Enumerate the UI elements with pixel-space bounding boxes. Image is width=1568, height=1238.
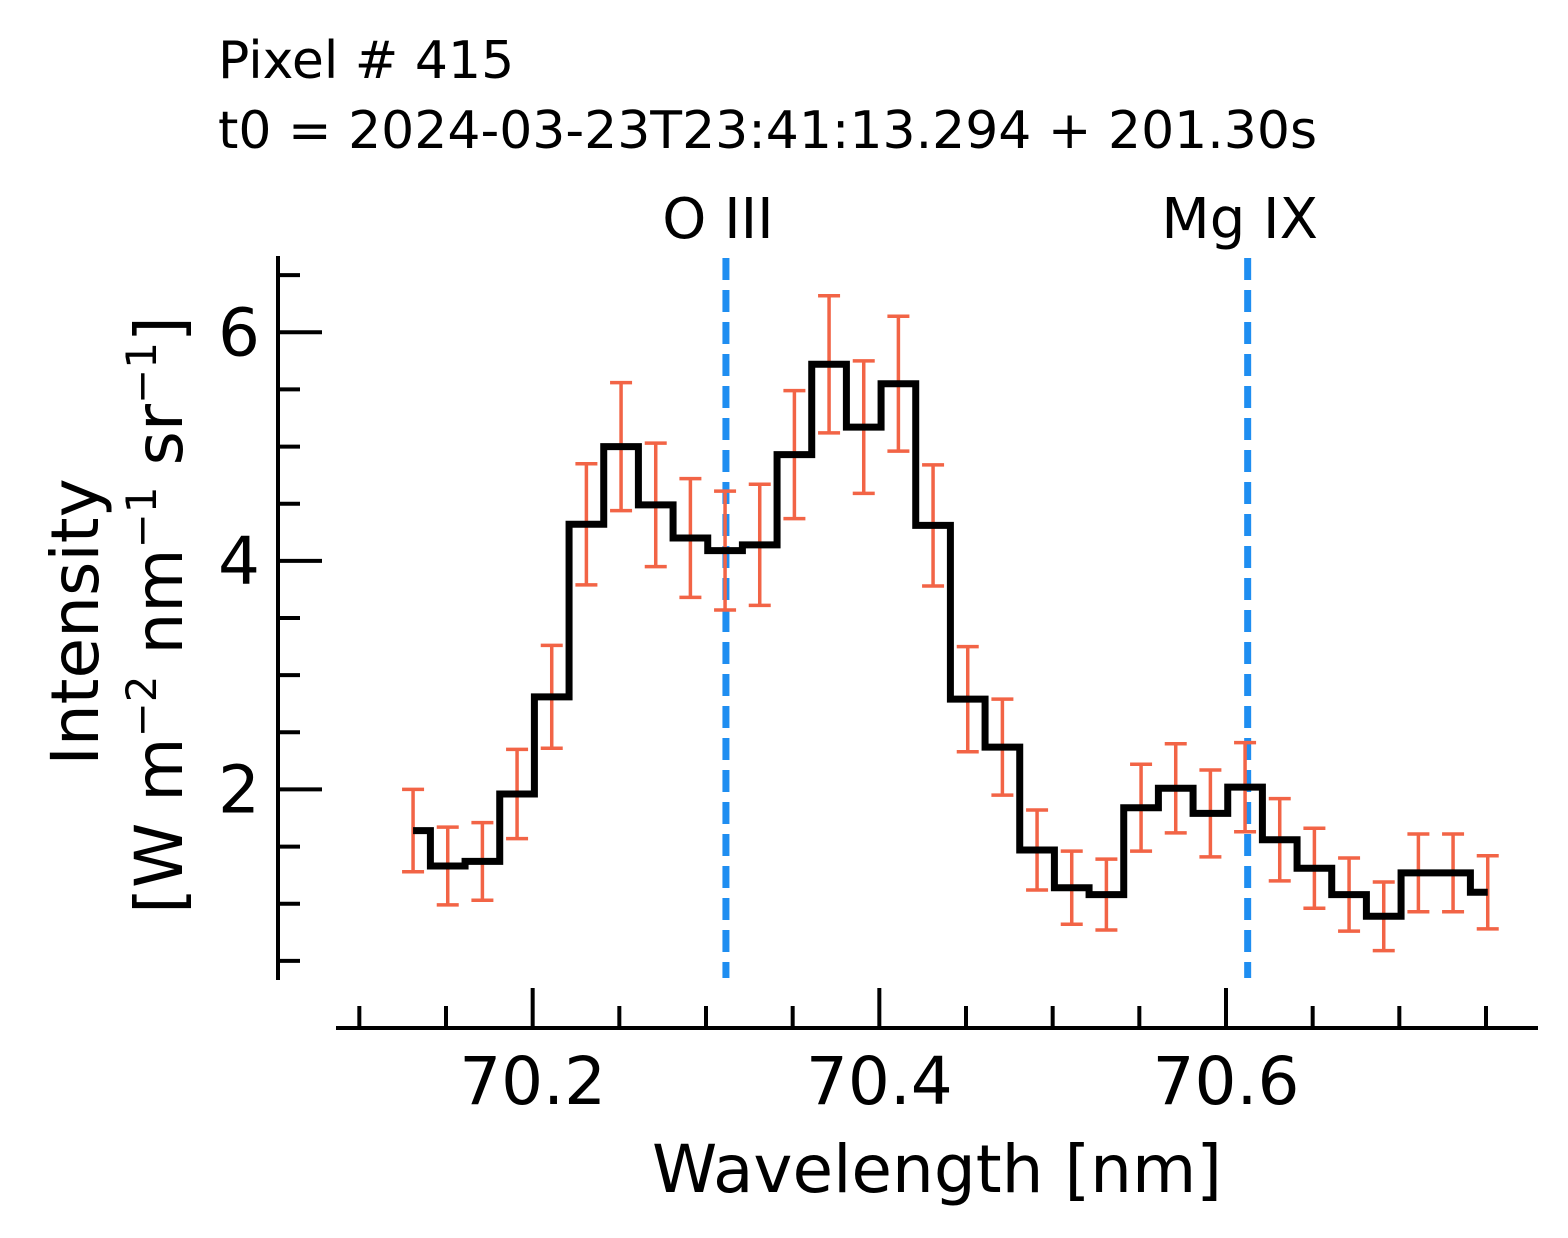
y-unit-exp2: −1: [117, 486, 166, 548]
y-axis-label: Intensity [W m−2 nm−1 sr−1]: [37, 316, 198, 913]
y-tick-label-2: 6: [218, 294, 260, 371]
y-unit-suffix: ]: [121, 316, 198, 342]
title-line-2: t0 = 2024-03-23T23:41:13.294 + 201.30s: [218, 101, 1317, 161]
x-tick-label-1: 70.4: [806, 1043, 953, 1120]
y-unit-prefix: [W m: [121, 737, 198, 913]
title-line-1: Pixel # 415: [218, 31, 514, 91]
y-unit-exp1: −2: [117, 676, 166, 738]
x-axis: 70.2 70.4 70.6: [336, 988, 1538, 1120]
reference-lines: O III Mg IX: [662, 187, 1318, 978]
y-tick-label-0: 2: [218, 751, 260, 828]
spectrum-step-line: [413, 360, 1488, 920]
y-unit-exp3: −1: [117, 342, 166, 404]
reference-line-label-0: O III: [662, 187, 773, 252]
spectrum-series: [413, 360, 1488, 920]
y-axis: 2 4 6: [218, 256, 322, 980]
x-tick-label-0: 70.2: [459, 1043, 606, 1120]
y-unit-mid2: sr: [121, 403, 198, 486]
y-axis-label-line1: Intensity: [37, 478, 114, 765]
y-axis-label-line2: [W m−2 nm−1 sr−1]: [117, 316, 198, 913]
chart-title: Pixel # 415 t0 = 2024-03-23T23:41:13.294…: [218, 31, 1317, 161]
y-unit-mid1: nm: [121, 548, 198, 675]
reference-line-label-1: Mg IX: [1161, 187, 1318, 252]
x-tick-label-2: 70.6: [1153, 1043, 1300, 1120]
x-axis-label: Wavelength [nm]: [652, 1131, 1222, 1208]
y-tick-label-1: 4: [218, 523, 260, 600]
